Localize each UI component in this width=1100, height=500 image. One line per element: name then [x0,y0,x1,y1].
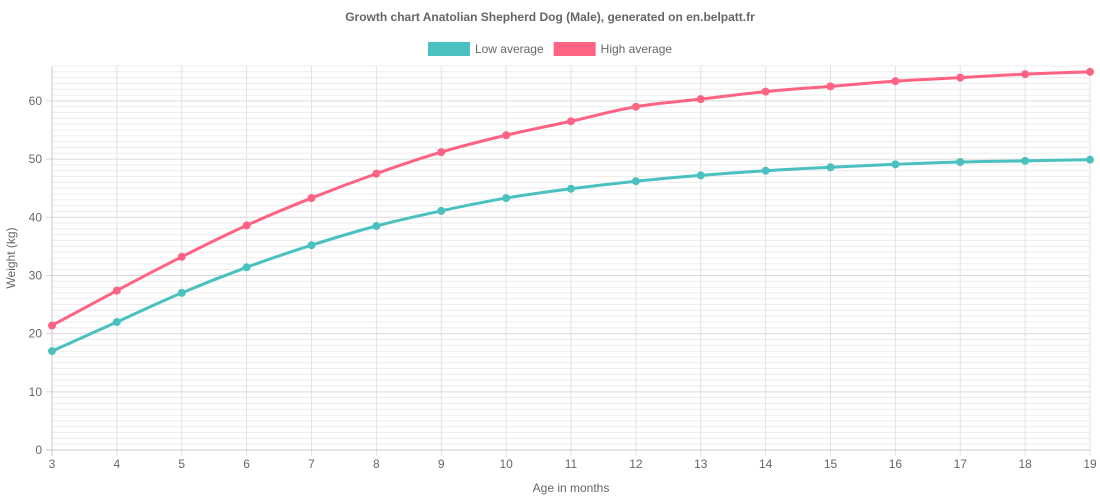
data-point-low-average[interactable] [567,184,575,193]
x-tick-label: 9 [438,457,445,471]
data-point-low-average[interactable] [1086,155,1094,164]
x-tick-label: 11 [565,457,578,471]
data-point-high-average[interactable] [48,321,56,330]
data-point-high-average[interactable] [1021,70,1030,79]
y-axis-label: Weight (kg) [4,227,18,288]
data-point-high-average[interactable] [307,194,316,203]
x-tick-label: 5 [178,457,185,471]
data-point-high-average[interactable] [826,82,835,91]
legend-item-high-average[interactable]: High average [553,42,673,56]
x-tick-label: 3 [49,457,56,471]
data-point-low-average[interactable] [502,194,511,203]
x-tick-label: 12 [629,457,643,471]
data-point-high-average[interactable] [631,102,640,111]
legend-swatch [427,42,470,56]
x-tick-label: 16 [889,457,903,471]
y-tick-label: 0 [35,443,42,457]
x-tick-labels: 3 4 5 6 7 8 9 10 11 12 13 14 15 16 17 18 19 [49,457,1097,471]
data-point-low-average[interactable] [956,158,965,166]
x-tick-label: 17 [954,457,968,471]
data-point-low-average[interactable] [1021,156,1030,165]
x-axis-label: Age in months [533,481,610,495]
data-point-low-average[interactable] [372,222,381,230]
data-point-low-average[interactable] [696,171,705,180]
data-point-high-average[interactable] [502,131,511,140]
x-tick-label: 19 [1083,457,1097,471]
data-point-high-average[interactable] [242,221,251,230]
data-point-low-average[interactable] [826,163,835,172]
legend-swatch [553,42,596,56]
data-point-high-average[interactable] [696,95,705,104]
y-tick-label: 20 [29,327,43,341]
data-point-low-average[interactable] [307,241,316,250]
chart-title: Growth chart Anatolian Shepherd Dog (Mal… [345,10,755,24]
x-tick-label: 13 [694,457,708,471]
y-tick-labels: 0 10 20 30 40 50 60 [29,94,43,457]
series-points [48,67,1094,356]
legend-item-low-average[interactable]: Low average [427,42,544,56]
x-tick-label: 8 [373,457,380,471]
data-point-low-average[interactable] [177,288,186,297]
data-point-low-average[interactable] [891,160,900,169]
major-grid [46,66,1091,456]
data-point-low-average[interactable] [761,166,770,175]
x-tick-label: 6 [243,457,250,471]
x-tick-label: 14 [759,457,773,471]
data-point-low-average[interactable] [112,318,121,326]
x-tick-label: 15 [824,457,838,471]
data-point-high-average[interactable] [1086,67,1094,76]
y-tick-label: 60 [29,94,43,108]
y-tick-label: 50 [29,152,43,166]
x-tick-label: 10 [499,457,513,471]
data-point-high-average[interactable] [761,87,770,96]
data-point-low-average[interactable] [242,263,251,272]
data-point-low-average[interactable] [437,206,446,215]
data-point-high-average[interactable] [567,117,575,126]
data-point-high-average[interactable] [437,148,446,157]
y-tick-label: 40 [29,210,43,224]
legend-label: High average [601,42,673,56]
legend-label: Low average [475,42,544,56]
x-tick-label: 7 [308,457,315,471]
y-tick-label: 30 [29,268,43,282]
data-point-high-average[interactable] [112,286,121,295]
legend[interactable]: Low average High average [427,42,673,56]
data-point-high-average[interactable] [372,169,381,178]
x-tick-label: 4 [114,457,121,471]
data-point-high-average[interactable] [956,73,965,82]
y-tick-label: 10 [29,385,43,399]
axes [46,66,1090,456]
x-tick-label: 18 [1018,457,1032,471]
data-point-high-average[interactable] [177,252,186,261]
data-point-low-average[interactable] [48,347,56,356]
data-point-low-average[interactable] [631,177,640,186]
data-point-high-average[interactable] [891,77,900,86]
